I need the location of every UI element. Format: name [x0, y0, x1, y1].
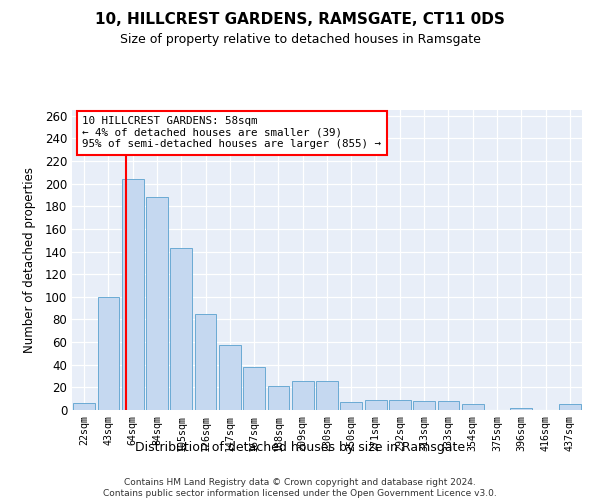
- Text: Distribution of detached houses by size in Ramsgate: Distribution of detached houses by size …: [135, 441, 465, 454]
- Bar: [122, 179, 143, 410]
- Bar: [170, 248, 192, 410]
- Bar: [389, 400, 411, 410]
- Text: Contains HM Land Registry data © Crown copyright and database right 2024.
Contai: Contains HM Land Registry data © Crown c…: [103, 478, 497, 498]
- Bar: [292, 380, 314, 410]
- Bar: [437, 401, 460, 410]
- Bar: [268, 386, 289, 410]
- Bar: [365, 400, 386, 410]
- Bar: [316, 380, 338, 410]
- Bar: [559, 404, 581, 410]
- Text: Size of property relative to detached houses in Ramsgate: Size of property relative to detached ho…: [119, 32, 481, 46]
- Bar: [413, 401, 435, 410]
- Bar: [340, 402, 362, 410]
- Bar: [146, 197, 168, 410]
- Bar: [462, 404, 484, 410]
- Bar: [97, 297, 119, 410]
- Bar: [243, 367, 265, 410]
- Y-axis label: Number of detached properties: Number of detached properties: [23, 167, 37, 353]
- Bar: [194, 314, 217, 410]
- Text: 10 HILLCREST GARDENS: 58sqm
← 4% of detached houses are smaller (39)
95% of semi: 10 HILLCREST GARDENS: 58sqm ← 4% of deta…: [82, 116, 381, 149]
- Bar: [219, 346, 241, 410]
- Bar: [511, 408, 532, 410]
- Text: 10, HILLCREST GARDENS, RAMSGATE, CT11 0DS: 10, HILLCREST GARDENS, RAMSGATE, CT11 0D…: [95, 12, 505, 28]
- Bar: [73, 403, 95, 410]
